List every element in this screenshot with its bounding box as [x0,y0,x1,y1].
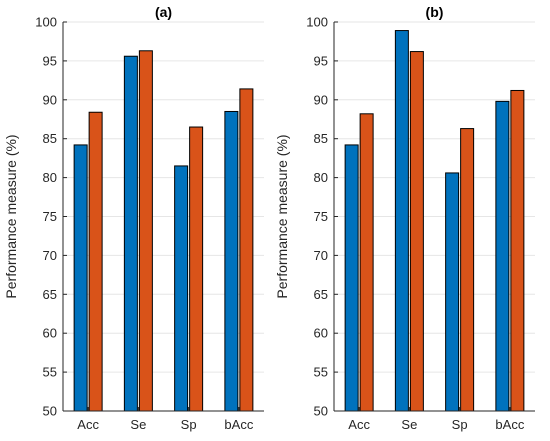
panel-b: Acc Se Sp bAcc 50 55 60 65 70 75 80 85 90 95 100 Perfor… [274,4,535,432]
x-tick-label: Sp [452,417,468,432]
bar-bacc-series-1 [495,100,510,412]
bar-bacc-series-1 [224,110,239,412]
bar-bacc-series-2 [510,89,525,412]
panel-a: Acc Se Sp bAcc 50 55 60 65 70 75 80 85 90 95 100 Perfor… [3,4,264,432]
bar-acc-series-1 [344,144,359,412]
y-tick-label: 85 [43,131,57,146]
y-tick-label: 70 [314,248,328,263]
y-tick-label: 100 [35,15,57,30]
bar-se-series-2 [138,50,153,412]
x-tick-label: bAcc [224,417,253,432]
y-tick-label: 90 [314,92,328,107]
y-tick-label: 50 [43,404,57,419]
bar-sp-series-1 [174,165,189,412]
bar-bacc-series-2 [239,88,254,412]
y-tick-label: 60 [43,326,57,341]
bar-se-series-2 [409,51,424,412]
bar-sp-series-1 [445,172,460,412]
y-tick-label: 70 [43,248,57,263]
y-axis-label: Performance measure (%) [274,134,290,298]
y-tick-label: 90 [43,92,57,107]
y-tick-label: 75 [314,209,328,224]
bar-acc-series-1 [73,144,88,412]
y-tick-label: 95 [314,53,328,68]
y-tick-label: 65 [43,287,57,302]
y-tick-label: 60 [314,326,328,341]
y-tick-label: 55 [43,365,57,380]
y-tick-label: 80 [43,170,57,185]
bar-acc-series-2 [359,113,374,412]
bar-se-series-1 [394,30,409,412]
bar-sp-series-2 [460,128,475,412]
y-tick-label: 80 [314,170,328,185]
x-tick-label: bAcc [495,417,524,432]
y-tick-label: 65 [314,287,328,302]
x-tick-label: Acc [348,417,370,432]
x-tick-label: Sp [181,417,197,432]
y-axis-label: Performance measure (%) [3,134,19,298]
y-tick-label: 50 [314,404,328,419]
bar-acc-series-2 [88,111,103,412]
y-tick-label: 100 [306,15,328,30]
panel-title-b: (b) [426,4,444,20]
x-tick-label: Acc [77,417,99,432]
x-tick-label: Se [130,417,146,432]
x-tick-label: Se [401,417,417,432]
y-tick-label: 55 [314,365,328,380]
y-tick-label: 85 [314,131,328,146]
panel-title-a: (a) [155,4,172,20]
bar-se-series-1 [123,55,138,412]
bar-sp-series-2 [189,126,204,412]
y-tick-label: 75 [43,209,57,224]
y-tick-label: 95 [43,53,57,68]
